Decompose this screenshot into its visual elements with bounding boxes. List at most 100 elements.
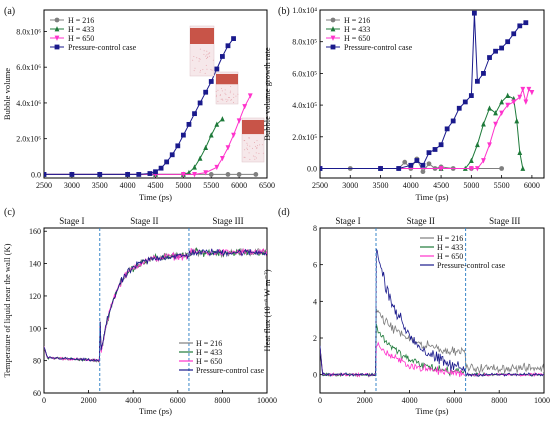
data-point-h650 [214, 164, 220, 171]
data-point-pressure [414, 158, 420, 163]
inset-dot [212, 59, 214, 61]
inset-dot [224, 89, 226, 91]
series-line-h216 [320, 308, 544, 378]
inset-dot [199, 48, 201, 50]
y-tick-label: 60 [33, 389, 41, 398]
y-tick-label: 2.0x10⁶ [16, 135, 41, 144]
legend-entry-h433: H = 433 [68, 25, 94, 34]
y-tick-label: 8.0x10⁵ [292, 38, 317, 47]
inset-dot [255, 152, 257, 154]
inset-dot [246, 144, 248, 146]
data-point-h216 [236, 172, 242, 177]
data-point-h216 [225, 172, 231, 177]
x-tick-label: 4500 [148, 181, 164, 190]
data-point-pressure [462, 99, 468, 105]
inset-dot [205, 55, 207, 57]
y-tick-label: 0.0 [307, 164, 317, 173]
plot-area [44, 36, 259, 178]
data-point-h433 [208, 132, 214, 138]
inset-dot [219, 95, 221, 97]
plot-frame [319, 227, 545, 394]
series-line-pressure [320, 248, 544, 378]
data-point-pressure [396, 166, 402, 171]
x-tick-label: 0 [42, 396, 46, 405]
data-point-h216 [499, 166, 505, 171]
inset-dot [246, 147, 248, 149]
x-tick-label: 2500 [36, 181, 52, 190]
data-point-h433 [468, 157, 474, 163]
data-point-h433 [514, 118, 520, 124]
stage-label: Stage II [407, 216, 435, 226]
inset-dot [233, 96, 235, 98]
data-point-pressure [481, 70, 486, 76]
inset-dot [193, 70, 195, 72]
inset-dot [232, 101, 234, 103]
stage-label: Stage III [489, 216, 520, 226]
data-point-h650 [220, 155, 225, 162]
inset-dot [221, 90, 223, 92]
y-tick-label: 6.0x10⁵ [292, 69, 317, 78]
inset-image [241, 117, 265, 163]
x-axis-label: Time (ps) [139, 406, 172, 416]
inset-dot [209, 55, 211, 57]
y-tick-label: 6 [313, 261, 317, 270]
series-line-h650 [320, 341, 544, 378]
legend-marker-h216 [330, 17, 336, 23]
inset-image [215, 71, 239, 105]
inset-dot [247, 148, 249, 150]
data-point-h433 [520, 165, 526, 171]
x-tick-label: 8000 [214, 396, 230, 405]
data-point-h650 [231, 132, 236, 139]
data-point-h433 [505, 92, 511, 98]
inset-dot [194, 67, 196, 69]
inset-dot [210, 69, 212, 71]
data-point-h650 [487, 142, 492, 148]
inset-dot [206, 68, 208, 70]
y-axis-label: Bubble volume [2, 68, 12, 120]
data-point-pressure [147, 171, 153, 176]
inset-dot [221, 88, 223, 90]
legend-entry-h433: H = 433 [196, 348, 222, 357]
legend-entry-pressure: Pressure-control case [344, 43, 413, 52]
inset-dot [217, 100, 219, 102]
data-point-pressure [44, 172, 47, 177]
data-point-h433 [220, 116, 225, 122]
inset-image [189, 25, 215, 77]
inset-dot [256, 147, 258, 149]
inset-dot [207, 57, 209, 59]
data-point-pressure [158, 165, 164, 171]
inset-dot [206, 54, 208, 56]
x-tick-label: 4500 [433, 181, 449, 190]
inset-bubble [216, 74, 238, 85]
inset-dot [199, 58, 201, 60]
x-axis-label: Time (ps) [416, 192, 449, 202]
legend-marker-h650 [54, 35, 60, 41]
data-point-pressure [517, 23, 523, 29]
inset-dot [198, 58, 200, 60]
data-point-pressure [203, 89, 209, 95]
data-point-h650 [529, 90, 535, 96]
inset-dot [215, 94, 217, 96]
data-point-pressure [523, 20, 529, 26]
legend-entry-h216: H = 216 [437, 234, 463, 243]
x-tick-label: 2000 [81, 396, 97, 405]
stage-label: Stage II [130, 216, 158, 226]
x-tick-label: 6000 [231, 181, 247, 190]
x-tick-label: 8000 [491, 396, 507, 405]
series-line-h650 [44, 95, 251, 175]
inset-dot [221, 98, 223, 100]
x-tick-label: 10000 [534, 396, 550, 405]
inset-dot [226, 101, 228, 103]
panel-label: (c) [4, 207, 15, 218]
data-point-pressure [444, 126, 450, 132]
data-point-h650 [526, 86, 532, 93]
inset-dot [215, 96, 217, 98]
inset-dot [254, 156, 256, 158]
inset-dot [255, 157, 257, 159]
inset-dot [229, 92, 231, 94]
legend-entry-h216: H = 216 [196, 339, 222, 348]
plot-area [44, 247, 267, 363]
data-point-pressure [186, 121, 192, 127]
stage-label: Stage III [212, 216, 243, 226]
inset-dot [230, 99, 232, 101]
